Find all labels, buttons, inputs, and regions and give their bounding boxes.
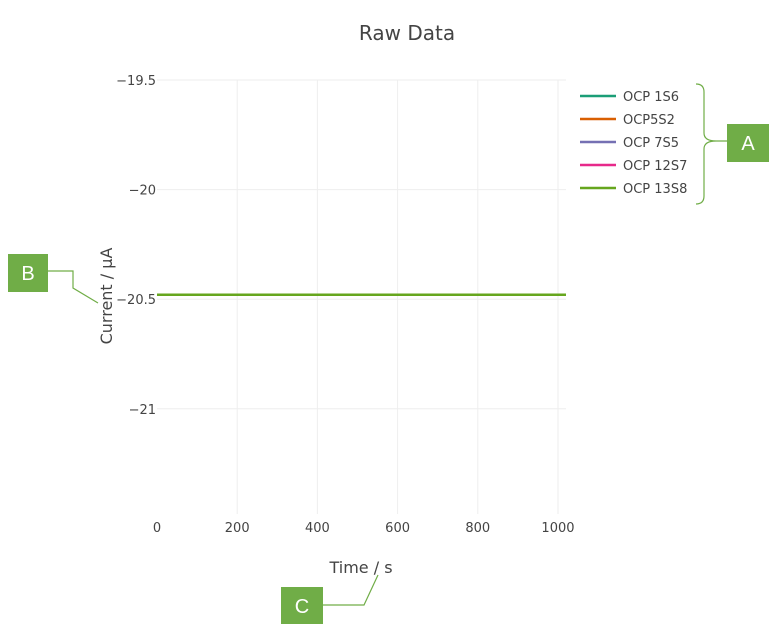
callout-b-box [8,254,48,292]
x-tick-label: 800 [465,521,490,536]
legend-item-label: OCP 12S7 [623,159,687,174]
callout-a-label: A [741,133,755,155]
callout-a-box [727,124,769,162]
x-tick-label: 200 [225,521,250,536]
legend-item-label: OCP 13S8 [623,182,687,197]
y-tick-label: −19.5 [116,74,156,89]
callout-c-leader [323,574,379,606]
y-tick-label: −20 [129,184,156,199]
y-tick-label: −21 [129,403,156,418]
callout-c-label: C [295,596,309,618]
callout-b: B [8,254,99,304]
legend-item-label: OCP5S2 [623,113,675,128]
grid [157,79,566,514]
callout-c-box [281,587,323,624]
legend: OCP 1S6 OCP5S2 OCP 7S5 OCP 12S7 OCP 13S8 [580,90,687,197]
y-tick-labels: −19.5 −20 −20.5 −21 [116,74,156,418]
x-tick-labels: 0 200 400 600 800 1000 [153,521,575,536]
x-tick-label: 600 [385,521,410,536]
y-tick-label: −20.5 [116,293,156,308]
callout-b-label: B [21,263,34,285]
chart-title: Raw Data [359,21,455,45]
callout-b-leader [48,270,99,304]
x-axis-title: Time / s [328,558,392,577]
callout-a-brace [695,83,727,205]
y-axis-title: Current / µA [97,248,116,345]
x-tick-label: 0 [153,521,161,536]
x-tick-label: 1000 [541,521,574,536]
callout-a: A [695,83,769,205]
legend-item-label: OCP 7S5 [623,136,679,151]
legend-item-label: OCP 1S6 [623,90,679,105]
x-tick-label: 400 [305,521,330,536]
callout-c: C [281,574,379,624]
